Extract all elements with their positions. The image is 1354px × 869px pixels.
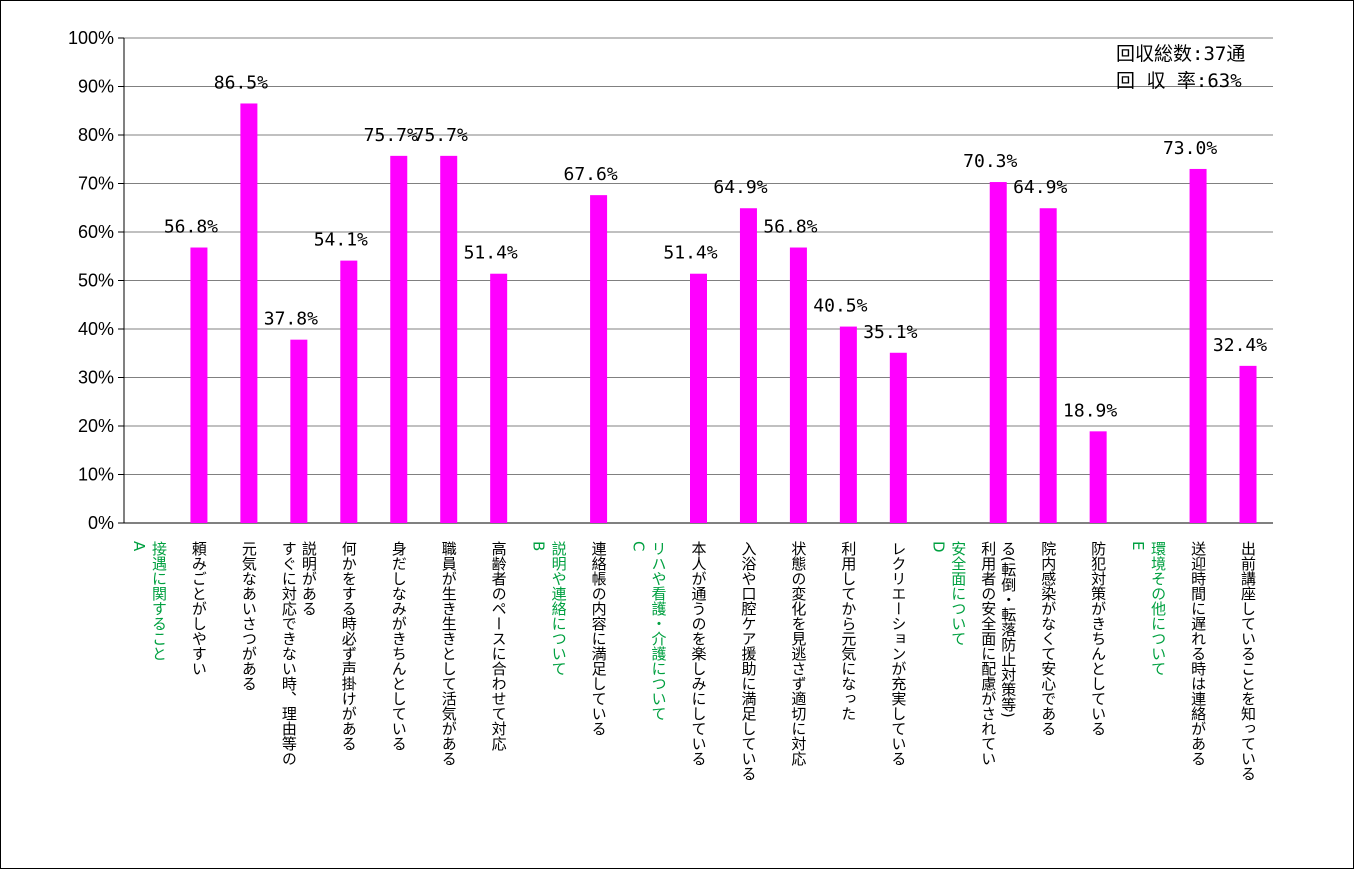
bar: [690, 273, 707, 523]
y-tick-label: 0%: [88, 513, 114, 533]
category-label: 利用者の安全面に配慮がされてい: [979, 541, 997, 766]
data-label: 75.7%: [364, 125, 418, 146]
category-label: 入浴や口腔ケア援助に満足している: [739, 541, 757, 781]
data-label: 51.4%: [663, 243, 717, 264]
category-label: すぐに対応できない時、理由等の: [280, 541, 298, 766]
category-label: 出前講座していることを知っている: [1239, 541, 1257, 781]
bar: [739, 208, 757, 524]
bar: [889, 352, 907, 523]
category-label: 院内感染がなくて安心である: [1039, 540, 1057, 736]
data-label: 56.8%: [164, 217, 218, 238]
section-label: D: [929, 541, 947, 553]
section-label: E: [1129, 541, 1147, 550]
bar: [240, 103, 258, 523]
bar: [1089, 431, 1107, 523]
category-label: 職員が生き生きとして活気がある: [440, 541, 458, 766]
data-label: 86.5%: [214, 72, 268, 93]
bar: [1189, 168, 1207, 523]
section-label: リハや看護・介護について: [650, 541, 668, 721]
category-label: 本人が通うのを楽しみにしている: [690, 541, 708, 766]
section-label: C: [630, 541, 648, 551]
data-label: 18.9%: [1063, 400, 1117, 421]
category-label: 利用してから元気になった: [839, 541, 857, 721]
category-label: 防犯対策がきちんとしている: [1089, 541, 1107, 736]
bar: [190, 247, 208, 523]
data-label: 75.7%: [414, 125, 468, 146]
bars: [190, 103, 1257, 524]
bar: [340, 260, 358, 523]
data-label: 51.4%: [464, 243, 518, 264]
data-label: 54.1%: [314, 230, 368, 251]
section-label: 安全面について: [949, 541, 967, 646]
section-label: B: [530, 541, 548, 551]
y-tick-label: 30%: [78, 368, 114, 388]
data-label: 73.0%: [1163, 138, 1217, 159]
y-tick-label: 70%: [78, 174, 114, 194]
y-tick-label: 20%: [78, 416, 114, 436]
data-label: 32.4%: [1213, 335, 1267, 356]
note-total-responses: 回収総数:37通: [1116, 43, 1245, 65]
category-label: 説明がある: [300, 541, 318, 616]
bar: [1239, 365, 1257, 523]
data-label: 40.5%: [813, 296, 867, 317]
section-label: A: [130, 541, 148, 552]
data-label: 67.6%: [563, 164, 617, 185]
data-label: 37.8%: [264, 309, 318, 330]
bar: [789, 247, 807, 523]
y-tick-label: 80%: [78, 125, 114, 145]
category-label: 元気なあいさつがある: [240, 541, 258, 691]
y-tick-label: 100%: [68, 28, 114, 48]
category-label: 状態の変化を見逃さず適切に対応: [789, 541, 807, 767]
category-label: 何かをする時必ず声掛けがある: [340, 541, 358, 751]
section-label: 環境その他について: [1149, 541, 1167, 676]
category-labels: A 接遇に関すること 頼みごとがしやすい 元気なあいさつがある すぐに対応できない時、理…: [130, 540, 1257, 781]
category-label: る(転倒・転落防止対策等): [999, 541, 1017, 718]
category-label: 高齢者のペースに合わせて対応: [490, 541, 508, 752]
bar: [839, 326, 857, 523]
bar: [390, 155, 408, 524]
y-tick-label: 50%: [78, 271, 114, 291]
category-label: 連絡帳の内容に満足している: [590, 541, 608, 736]
bar: [590, 195, 608, 523]
note-response-rate: 回 収 率:63%: [1116, 70, 1242, 92]
y-tick-label: 90%: [78, 77, 114, 97]
y-tick-label: 40%: [78, 319, 114, 339]
section-label: 接遇に関すること: [150, 541, 168, 661]
data-label: 64.9%: [1013, 177, 1067, 198]
y-tick-label: 10%: [78, 465, 114, 485]
data-label: 56.8%: [763, 217, 817, 238]
bar: [490, 273, 508, 523]
bar: [989, 182, 1007, 524]
data-labels: 56.8% 86.5% 37.8% 54.1% 75.7%75.7% 51.4% 67.6%…: [164, 72, 1267, 421]
category-label: レクリエーションが充実している: [889, 541, 907, 766]
bar: [1039, 208, 1057, 524]
y-tick-label: 60%: [78, 222, 114, 242]
bar: [440, 155, 458, 524]
data-label: 35.1%: [863, 322, 917, 343]
section-label: 説明や連絡について: [550, 541, 568, 676]
category-label: 頼みごとがしやすい: [190, 541, 208, 676]
category-label: 身だしなみがきちんとしている: [390, 541, 408, 751]
data-label: 70.3%: [963, 151, 1017, 172]
data-label: 64.9%: [713, 177, 767, 198]
category-label: 送迎時間に遅れる時は連絡がある: [1189, 541, 1207, 766]
bar: [290, 339, 308, 523]
